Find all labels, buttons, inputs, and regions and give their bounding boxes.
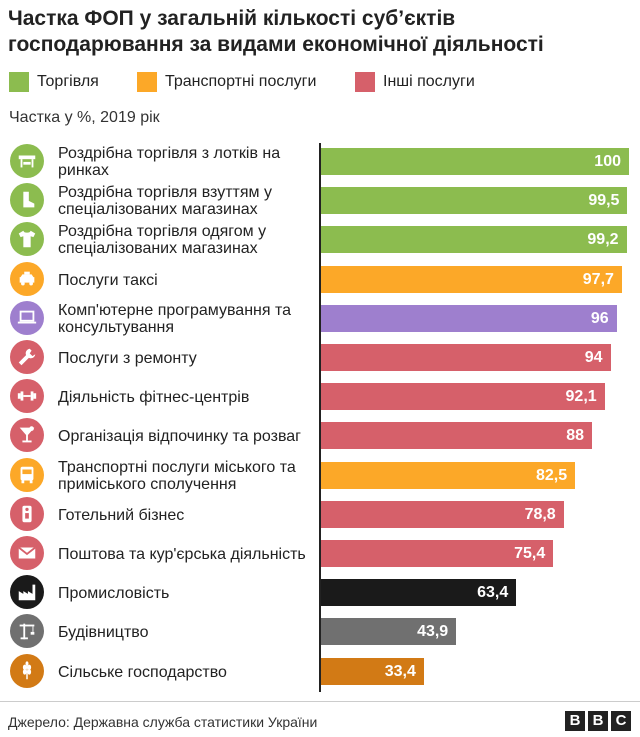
bar: 33,4 [321, 658, 424, 685]
bar: 100 [321, 148, 629, 175]
chart-subtitle: Частка у %, 2019 рік [9, 109, 160, 126]
bar: 82,5 [321, 462, 576, 489]
category-label: Роздрібна торгівля взуттям у спеціалізов… [58, 184, 272, 218]
category-label: Діяльність фітнес-центрів [58, 388, 250, 406]
market-stall-icon [10, 144, 44, 178]
tshirt-icon [10, 222, 44, 256]
factory-icon [10, 575, 44, 609]
hotel-tag-icon [10, 497, 44, 531]
category-label: Сільське господарство [58, 663, 227, 681]
bbc-logo-letter: B [565, 711, 585, 731]
bar: 96 [321, 305, 617, 332]
bar-row: Комп'ютерне програмування та консультува… [0, 300, 640, 338]
bar-value-label: 78,8 [524, 506, 556, 523]
category-label: Роздрібна торгівля з лотків на ринках [58, 145, 281, 179]
bar: 63,4 [321, 579, 517, 606]
bar-row: Послуги з ремонту 94 [0, 339, 640, 377]
bar-value-label: 97,7 [582, 271, 614, 288]
bbc-logo: B B C [565, 711, 631, 731]
bar-value-label: 99,5 [588, 192, 620, 209]
dumbbell-icon [10, 379, 44, 413]
bar-row: Будівництво 43,9 [0, 613, 640, 651]
category-label: Поштова та кур'єрська діяльність [58, 545, 306, 563]
taxi-icon [10, 262, 44, 296]
boot-icon [10, 183, 44, 217]
bar: 94 [321, 344, 611, 371]
bar-value-label: 96 [590, 310, 609, 327]
bar: 78,8 [321, 501, 564, 528]
bar: 99,2 [321, 226, 627, 253]
bar-row: Роздрібна торгівля взуттям у спеціалізов… [0, 182, 640, 220]
bar-row: Діяльність фітнес-центрів 92,1 [0, 378, 640, 416]
envelope-icon [10, 536, 44, 570]
bar-value-label: 82,5 [535, 467, 568, 484]
bar-row: Роздрібна торгівля з лотків на ринках 100 [0, 143, 640, 181]
bar-value-label: 33,4 [384, 663, 416, 680]
bus-icon [10, 458, 44, 492]
bbc-logo-letter: C [611, 711, 631, 731]
bar-row: Поштова та кур'єрська діяльність 75,4 [0, 535, 640, 573]
bar-value-label: 99,2 [587, 231, 619, 248]
wheat-icon [10, 654, 44, 688]
legend-label-trade: Торгівля [37, 73, 99, 90]
category-label: Промисловість [58, 584, 170, 602]
wrench-icon [10, 340, 44, 374]
category-label: Будівництво [58, 623, 149, 641]
crane-icon [10, 614, 44, 648]
footer-divider [0, 701, 640, 702]
legend-label-transport: Транспортні послуги [165, 73, 317, 90]
legend-label-other: Інші послуги [383, 73, 475, 90]
chart-title: Частка ФОП у загальній кількості суб’єкт… [8, 7, 544, 56]
bar-row: Сільське господарство 33,4 [0, 653, 640, 691]
bar-row: Роздрібна торгівля одягом у спеціалізова… [0, 221, 640, 259]
bar: 43,9 [321, 618, 457, 645]
bar-row: Транспортні послуги міського та приміськ… [0, 457, 640, 495]
bar: 75,4 [321, 540, 554, 567]
legend-swatch-transport [137, 72, 157, 92]
bar-value-label: 100 [594, 153, 621, 170]
legend: Торгівля Транспортні послуги Інші послуг… [9, 71, 629, 93]
bar-value-label: 63,4 [477, 584, 509, 601]
bar-value-label: 92,1 [565, 388, 597, 405]
category-label: Роздрібна торгівля одягом у спеціалізова… [58, 223, 267, 257]
bar: 99,5 [321, 187, 628, 214]
bar: 92,1 [321, 383, 605, 410]
bar-value-label: 94 [584, 349, 603, 366]
category-label: Комп'ютерне програмування та консультува… [58, 302, 292, 336]
category-label: Послуги з ремонту [58, 349, 197, 367]
cocktail-icon [10, 418, 44, 452]
laptop-icon [10, 301, 44, 335]
bbc-logo-letter: B [588, 711, 608, 731]
axis-baseline [319, 143, 321, 692]
bar-value-label: 88 [566, 427, 585, 444]
bar-row: Промисловість 63,4 [0, 574, 640, 612]
legend-swatch-trade [9, 72, 29, 92]
category-label: Послуги таксі [58, 271, 158, 289]
bar-value-label: 43,9 [417, 623, 449, 640]
bar-value-label: 75,4 [514, 545, 546, 562]
bar: 88 [321, 422, 593, 449]
legend-swatch-other [355, 72, 375, 92]
category-label: Транспортні послуги міського та приміськ… [58, 459, 296, 493]
source-note: Джерело: Державна служба статистики Укра… [8, 714, 318, 730]
bar-row: Послуги таксі 97,7 [0, 261, 640, 299]
bar-row: Готельний бізнес 78,8 [0, 496, 640, 534]
category-label: Організація відпочинку та розваг [58, 427, 302, 445]
category-label: Готельний бізнес [58, 506, 185, 524]
bar: 97,7 [321, 266, 622, 293]
bar-row: Організація відпочинку та розваг 88 [0, 417, 640, 455]
